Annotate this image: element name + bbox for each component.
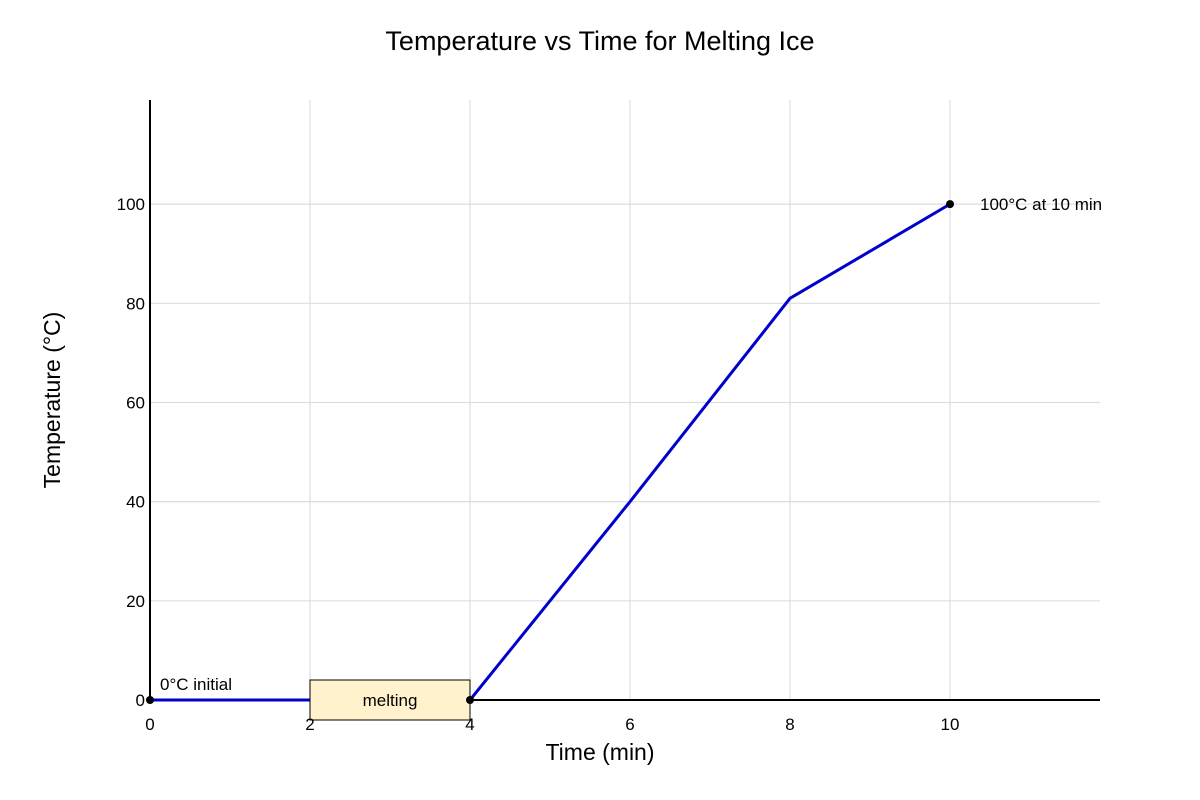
y-tick-label: 80 bbox=[126, 294, 145, 313]
x-tick-label: 10 bbox=[941, 715, 960, 734]
x-axis-title: Time (min) bbox=[545, 739, 654, 765]
chart-title: Temperature vs Time for Melting Ice bbox=[385, 26, 814, 56]
series-line bbox=[148, 202, 952, 702]
melting-box bbox=[309, 679, 471, 721]
data-point-marker bbox=[146, 696, 154, 704]
y-tick-label: 40 bbox=[126, 493, 145, 512]
annotation-label: 0°C initial bbox=[160, 675, 232, 694]
marker-layer bbox=[146, 200, 954, 704]
box-layer: melting bbox=[309, 679, 471, 721]
y-axis-title: Temperature (°C) bbox=[39, 312, 65, 489]
x-tick-label: 8 bbox=[785, 715, 794, 734]
melting-label: melting bbox=[363, 691, 418, 710]
annotation-label: 100°C at 10 min bbox=[980, 195, 1102, 214]
data-point-marker bbox=[466, 696, 474, 704]
grid bbox=[150, 100, 1100, 700]
y-tick-label: 0 bbox=[136, 691, 145, 710]
x-tick-label: 2 bbox=[305, 715, 314, 734]
y-tick-label: 100 bbox=[117, 195, 145, 214]
annotations: 0°C initial 100°C at 10 min bbox=[160, 195, 1102, 694]
x-tick-label: 4 bbox=[465, 715, 474, 734]
y-tick-label: 60 bbox=[126, 393, 145, 412]
data-point-marker bbox=[946, 200, 954, 209]
x-tick-label: 0 bbox=[145, 715, 154, 734]
series-layer bbox=[148, 202, 952, 702]
axes bbox=[149, 100, 1100, 701]
y-tick-label: 20 bbox=[126, 592, 145, 611]
x-tick-label: 6 bbox=[625, 715, 634, 734]
